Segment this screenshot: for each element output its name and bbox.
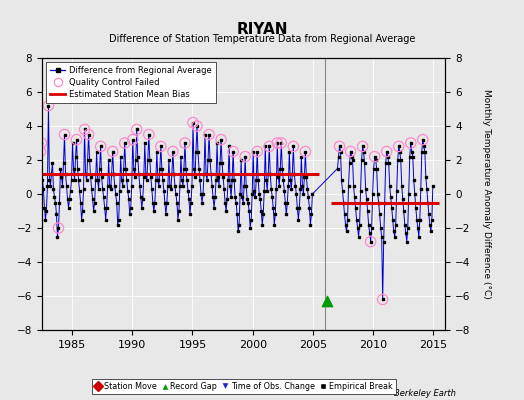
Point xyxy=(383,148,391,155)
Point xyxy=(265,143,274,150)
Point xyxy=(370,153,379,160)
Text: Difference of Station Temperature Data from Regional Average: Difference of Station Temperature Data f… xyxy=(109,34,415,44)
Point xyxy=(121,140,129,146)
Point xyxy=(193,123,201,129)
Point xyxy=(169,148,177,155)
Point xyxy=(37,140,46,146)
Point xyxy=(241,153,249,160)
Point xyxy=(133,126,141,132)
Point xyxy=(44,102,52,109)
Point xyxy=(277,140,286,146)
Point xyxy=(145,131,153,138)
Point xyxy=(335,143,344,150)
Point xyxy=(157,143,165,150)
Point xyxy=(358,143,367,150)
Point xyxy=(407,140,415,146)
Point xyxy=(189,119,197,126)
Point xyxy=(96,143,105,150)
Legend: Station Move, Record Gap, Time of Obs. Change, Empirical Break: Station Move, Record Gap, Time of Obs. C… xyxy=(92,378,396,394)
Point xyxy=(301,148,310,155)
Point xyxy=(60,131,69,138)
Text: RIYAN: RIYAN xyxy=(236,22,288,37)
Point xyxy=(395,143,403,150)
Point xyxy=(253,148,261,155)
Point xyxy=(229,148,237,155)
Point xyxy=(378,296,387,302)
Legend: Difference from Regional Average, Quality Control Failed, Estimated Station Mean: Difference from Regional Average, Qualit… xyxy=(46,62,216,103)
Point xyxy=(80,126,89,132)
Point xyxy=(346,148,355,155)
Y-axis label: Monthly Temperature Anomaly Difference (°C): Monthly Temperature Anomaly Difference (… xyxy=(482,89,490,299)
Point xyxy=(36,148,45,155)
Point xyxy=(205,131,213,138)
Point xyxy=(217,136,225,143)
Point xyxy=(128,136,137,143)
Point xyxy=(419,136,427,143)
Point xyxy=(273,140,281,146)
Point xyxy=(108,148,117,155)
Point xyxy=(323,298,332,304)
Point xyxy=(84,131,93,138)
Point xyxy=(289,143,298,150)
Text: Berkeley Earth: Berkeley Earth xyxy=(394,389,456,398)
Point xyxy=(366,238,375,245)
Point xyxy=(72,136,81,143)
Point xyxy=(54,225,63,231)
Point xyxy=(181,140,189,146)
